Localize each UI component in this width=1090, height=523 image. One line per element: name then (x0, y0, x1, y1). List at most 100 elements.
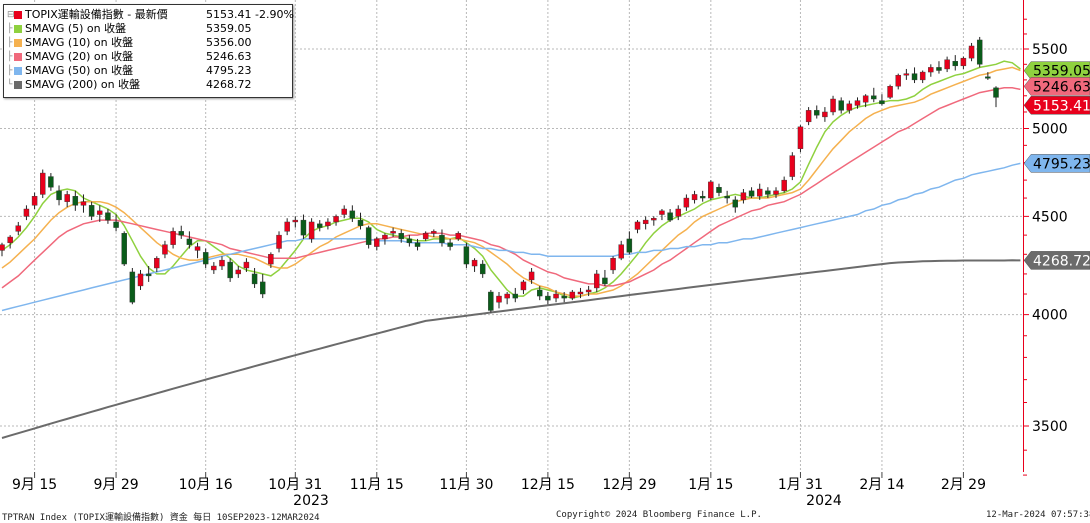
candle-body (512, 293, 519, 299)
candle-body (814, 110, 820, 116)
legend-label: SMAVG (5) on 收盤 (25, 22, 127, 35)
year-label: 2023 (293, 493, 329, 509)
candle-body (447, 242, 453, 247)
candle-body (243, 261, 250, 269)
last-value-text: 4268.72 (1033, 253, 1090, 269)
last-value-tag (1023, 154, 1090, 173)
legend-row-sma10: ├ SMAVG (10) on 收盤 5356.00 (7, 36, 252, 49)
candle-body (0, 244, 5, 251)
candle-body (268, 254, 274, 265)
candle-body (675, 208, 681, 217)
footer-copyright: Copyright© 2024 Bloomberg Finance L.P. (556, 510, 762, 520)
candle-body (211, 265, 217, 271)
candle-body (308, 221, 315, 240)
legend-label: SMAVG (50) on 收盤 (25, 64, 134, 77)
x-tick-label: 2月 14 (859, 477, 904, 493)
candle-body (382, 234, 388, 240)
candle-body (431, 231, 437, 234)
candle-body (455, 233, 461, 240)
legend-swatch (14, 67, 22, 75)
legend-swatch (14, 39, 22, 47)
candle-body (414, 242, 421, 247)
candle-body (31, 196, 38, 206)
candle-body (610, 257, 616, 271)
candle-body (708, 181, 714, 199)
legend-row-sma20: ├ SMAVG (20) on 收盤 5246.63 (7, 50, 252, 63)
x-tick-label: 11月 30 (439, 477, 493, 493)
candle-body (422, 233, 429, 240)
y-tick-label: 3500 (1032, 419, 1068, 435)
candle-body (944, 59, 950, 70)
candle-body (56, 190, 62, 201)
sma-line (1, 259, 1021, 439)
candle-body (838, 100, 844, 111)
candle-body (333, 216, 339, 223)
legend-label: TOPIX運輸設備指數 - 最新價 (25, 8, 168, 21)
moving-average-lines (1, 60, 1021, 439)
sma-line (1, 162, 1021, 312)
legend-swatch (14, 11, 22, 19)
candle-body (259, 281, 266, 295)
candle-body (178, 231, 184, 236)
candle-body (822, 111, 828, 118)
candle-body (903, 73, 910, 76)
last-value-text: 5246.63 (1033, 79, 1090, 95)
candle-body (496, 295, 502, 303)
legend-swatch (14, 53, 22, 61)
legend-value: 5359.05 (206, 22, 252, 35)
candle-body (219, 259, 225, 267)
legend-label: SMAVG (20) on 收盤 (25, 50, 134, 63)
candle-body (781, 179, 787, 192)
candle-body (325, 221, 331, 226)
candle-body (716, 187, 722, 193)
candle-body (406, 238, 413, 243)
candle-body (830, 98, 836, 113)
candle-body (186, 238, 193, 245)
candle-body (113, 221, 119, 228)
candle-body (528, 271, 535, 281)
legend-row-sma200: └ SMAVG (200) on 收盤 4268.72 (7, 78, 252, 91)
x-tick-label: 9月 15 (12, 477, 57, 493)
candle-body (145, 273, 152, 277)
x-axis: 9月 15 9月 29 10月 16 10月 31 11月 15 11月 30 12月 15… (12, 472, 986, 509)
sma-line (1, 66, 1021, 297)
candle-body (846, 103, 853, 111)
candle-body (390, 231, 396, 234)
candle-body (349, 210, 356, 219)
candle-body (7, 236, 13, 243)
candle-body (88, 205, 95, 217)
candle-body (439, 234, 445, 243)
candle-body (520, 281, 527, 291)
candle-body (960, 57, 967, 67)
candle-body (479, 263, 486, 275)
candle-body (756, 188, 763, 197)
candle-body (642, 219, 649, 225)
candle-body (871, 95, 877, 100)
year-label: 2024 (806, 493, 842, 509)
candle-body (773, 190, 779, 195)
candle-body (463, 246, 470, 265)
candle-body (64, 194, 70, 202)
candle-body (40, 172, 46, 195)
legend-row-sma50: ├ SMAVG (50) on 收盤 4795.23 (7, 64, 252, 77)
y-tick-label: 4500 (1032, 209, 1068, 225)
candle-body (985, 76, 991, 79)
last-value-tag (1023, 251, 1090, 270)
candle-body (162, 244, 168, 255)
candle-body (374, 238, 380, 247)
candle-body (23, 208, 30, 217)
legend-row-price: ⊟ TOPIX運輸設備指數 - 最新價 5153.41 -2.90% (7, 8, 294, 21)
candle-body (577, 291, 584, 295)
candle-body (194, 246, 201, 251)
legend-row-sma5: ├ SMAVG (5) on 收盤 5359.05 (7, 22, 252, 35)
last-value-tag (1023, 96, 1090, 115)
candle-body (602, 277, 608, 285)
y-tick-label: 5500 (1032, 42, 1068, 58)
last-value-text: 5359.05 (1033, 64, 1090, 80)
candle-body (561, 295, 567, 299)
legend-value: 5246.63 (206, 50, 252, 63)
x-tick-label: 2月 29 (941, 477, 986, 493)
candle-body (471, 259, 478, 267)
y-tick-label: 4000 (1032, 308, 1068, 324)
